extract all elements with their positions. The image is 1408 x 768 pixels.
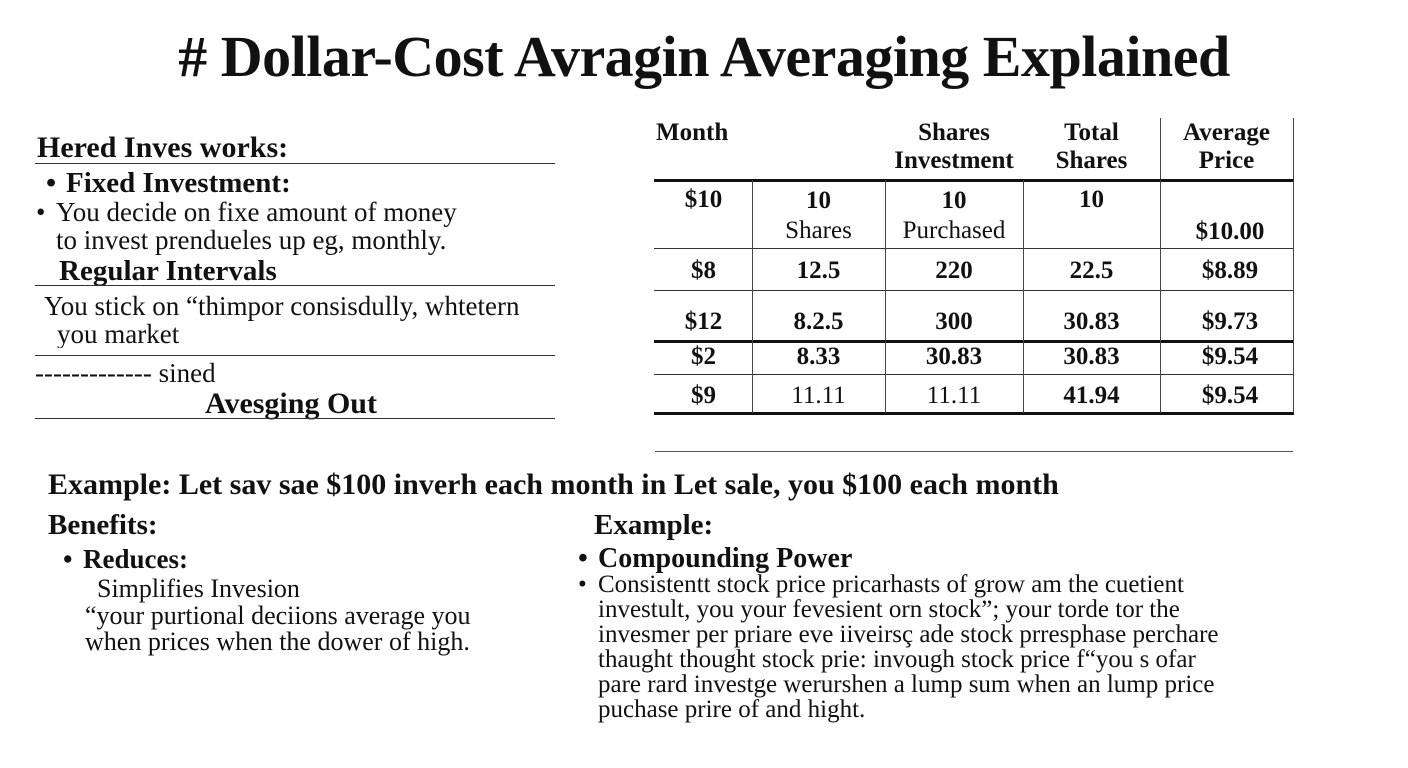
- dashes: -------------: [35, 358, 152, 388]
- cell-sub: Shares: [785, 217, 852, 244]
- cell-investment: 220: [935, 257, 973, 284]
- example-text: thaught thought stock prie: invough stoc…: [598, 646, 1196, 673]
- column-border: [1293, 118, 1294, 180]
- column-border: [885, 180, 886, 413]
- item-text: to invest prendueles up eg, monthly.: [56, 225, 447, 255]
- cell-month: $2: [691, 343, 716, 370]
- example-heading: Example:: [594, 509, 714, 541]
- row-rule: [654, 340, 1294, 343]
- divider: [35, 163, 555, 164]
- cell-investment: 10 Purchased: [885, 186, 1023, 246]
- section-heading: Hered Inves works:: [37, 131, 289, 164]
- cell-investment: 11.11: [926, 382, 982, 409]
- subheading-regular-intervals: Regular Intervals: [59, 255, 277, 287]
- cell-month: $9: [691, 382, 716, 409]
- header-text: Shares: [918, 119, 990, 146]
- column-border: [1160, 118, 1161, 180]
- column-border: [1160, 180, 1161, 413]
- header-text: Investment: [894, 147, 1014, 174]
- cell-total-shares: 41.94: [1063, 382, 1120, 409]
- header-average-price: Average Price: [1160, 119, 1293, 175]
- cell-average-price: $9.73: [1201, 308, 1259, 335]
- item-label: Fixed Investment:: [66, 167, 291, 199]
- subheading-averaging-out: Avesging Out: [205, 387, 377, 420]
- benefit-text: Simplifies Invesion: [97, 574, 300, 603]
- header-shares-investment: Shares Investment: [885, 119, 1023, 175]
- header-text: Shares: [1055, 147, 1128, 174]
- divider: [35, 285, 555, 286]
- cell-investment: 30.83: [925, 343, 983, 370]
- example-text: puchase prire of and hight.: [598, 696, 866, 723]
- page-title: # Dollar-Cost Avragin Averaging Explaine…: [178, 24, 1230, 89]
- cell-total-shares: 30.83: [1063, 343, 1120, 370]
- cell-average-price: $10.00: [1195, 218, 1265, 245]
- column-border: [1023, 180, 1024, 413]
- column-border: [752, 180, 753, 413]
- divider: [35, 355, 555, 356]
- divider: [35, 418, 555, 419]
- cell-value: 10: [941, 187, 967, 214]
- divider: [655, 451, 1293, 452]
- item-text: You stick on “thimpor consisdully, whtet…: [44, 292, 520, 321]
- item-text: you market: [57, 319, 180, 348]
- cell-total-shares: 22.5: [1069, 257, 1114, 284]
- dashed-note: ------------- sined: [35, 359, 216, 387]
- benefit-text: when prices when the dower of high.: [85, 627, 470, 656]
- cell-shares: 8.2.5: [793, 308, 844, 335]
- cell-sub: Purchased: [902, 217, 1006, 244]
- list-item-regular-intervals-desc: You stick on “thimpor consisdully, whtet…: [44, 292, 556, 348]
- cell-month: $12: [684, 308, 723, 335]
- note-text: sined: [158, 358, 216, 388]
- benefit-item-label: Reduces:: [63, 545, 188, 573]
- example-item-label: Compounding Power: [578, 545, 852, 574]
- cell-month: $10: [684, 186, 723, 213]
- item-text: You decide on fixe amount of money: [56, 197, 457, 227]
- benefit-text: “your purtional deciions average you: [85, 601, 471, 630]
- cell-shares: 12.5: [796, 257, 841, 284]
- example-text: pare rard investge werurshen a lump sum …: [598, 671, 1215, 698]
- benefits-heading: Benefits:: [48, 509, 158, 541]
- table-bottom-rule: [654, 412, 1294, 415]
- example-summary: Example: Let sav sae $100 inverh each mo…: [48, 468, 1059, 501]
- cell-total-shares: 10: [1079, 186, 1104, 213]
- example-text: investult, you your fevesient orn stock”…: [598, 596, 1180, 623]
- row-rule: [654, 374, 1294, 375]
- cell-shares: 8.33: [796, 343, 841, 370]
- header-text: Total: [1064, 119, 1119, 146]
- cell-average-price: $8.89: [1201, 257, 1259, 284]
- example-text: invesmer per priare eve iiveirsç ade sto…: [598, 621, 1219, 648]
- header-text: Average: [1183, 119, 1270, 146]
- header-month: Month: [656, 119, 729, 146]
- cell-value: 10: [806, 187, 831, 214]
- row-rule: [654, 248, 1294, 249]
- header-total-shares: Total Shares: [1023, 119, 1160, 175]
- example-text: Consistentt stock price pricarhasts of g…: [578, 572, 1184, 597]
- cell-investment: 300: [935, 308, 973, 335]
- row-rule: [654, 290, 1294, 291]
- cell-month: $8: [691, 257, 716, 284]
- list-item-fixed-investment-desc: You decide on fixe amount of money to in…: [36, 197, 457, 255]
- header-text: Price: [1198, 147, 1255, 174]
- list-item-fixed-investment: Fixed Investment:: [46, 167, 291, 199]
- cell-average-price: $9.54: [1201, 382, 1259, 409]
- cell-average-price: $9.54: [1201, 343, 1259, 370]
- cell-total-shares: 30.83: [1063, 308, 1120, 335]
- cell-shares: 11.11: [791, 382, 846, 409]
- header-rule: [654, 179, 1294, 182]
- cell-shares: 10 Shares: [752, 186, 885, 246]
- column-border: [1293, 180, 1294, 413]
